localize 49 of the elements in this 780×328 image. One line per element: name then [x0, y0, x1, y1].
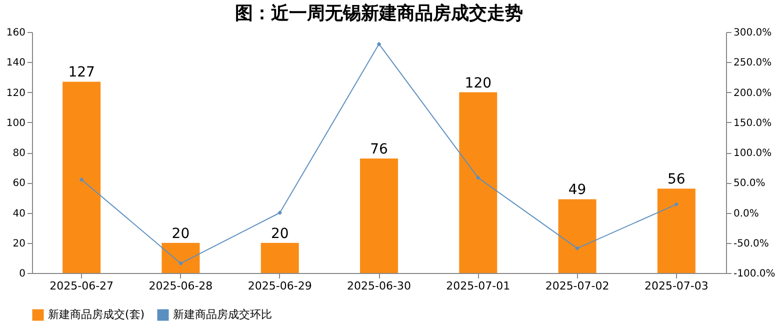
data-label: 76 — [370, 142, 388, 158]
data-label: 127 — [68, 64, 95, 81]
y2-tick-label: 300.0% — [734, 28, 772, 38]
y-tick-label: 80 — [12, 148, 26, 159]
point — [376, 42, 382, 46]
x-tick-label: 2025-06-29 — [248, 280, 312, 292]
x-tick-label: 2025-06-27 — [50, 280, 114, 292]
y-tick-label: 20 — [12, 238, 26, 250]
x-tick-label: 2025-07-01 — [446, 280, 510, 292]
y2-tick-label: 0.0% — [734, 208, 759, 220]
point — [476, 176, 480, 180]
data-label: 20 — [172, 226, 190, 242]
y-tick-label: 140 — [6, 58, 26, 69]
y-tick-label: 120 — [6, 88, 26, 99]
point — [79, 177, 84, 182]
bar — [459, 92, 498, 273]
x-tick-label: 2025-06-30 — [347, 280, 411, 292]
point — [278, 210, 282, 215]
y2-tick-label: 100.0% — [734, 148, 772, 159]
bar — [260, 242, 299, 273]
point — [178, 261, 183, 266]
data-label: 120 — [464, 75, 492, 92]
x-tick-label: 2025-07-03 — [644, 280, 708, 292]
data-label: 20 — [270, 226, 289, 242]
point — [575, 246, 580, 251]
bar — [162, 242, 200, 273]
y-tick-label: 40 — [12, 208, 26, 220]
bar — [360, 158, 398, 273]
y2-tick-label: -50.0% — [734, 238, 769, 250]
y2-tick-label: 150.0% — [734, 118, 772, 129]
point — [674, 202, 679, 207]
data-label: 49 — [568, 182, 586, 198]
bar — [657, 188, 696, 273]
y-tick-label: 160 — [6, 28, 26, 38]
x-tick-label: 2025-07-02 — [545, 280, 610, 292]
y2-tick-label: 50.0% — [734, 178, 766, 190]
bar — [62, 82, 101, 273]
legend-label: 新建商品房成交(套) — [48, 308, 145, 321]
y2-tick-label: -100.0% — [734, 268, 776, 280]
data-label: 56 — [668, 172, 686, 188]
y2-tick-label: 200.0% — [734, 88, 772, 99]
y-tick-label: 0 — [19, 268, 26, 280]
bar — [558, 199, 596, 273]
y-tick-label: 100 — [6, 118, 26, 129]
x-tick-label: 2025-06-28 — [148, 280, 213, 292]
legend-label: 新建商品房成交环比 — [173, 308, 272, 321]
chart-title: 图：近一周无锡新建商品房成交走势 — [235, 3, 523, 24]
y-tick-label: 60 — [12, 178, 26, 190]
y2-tick-label: 250.0% — [734, 58, 772, 69]
